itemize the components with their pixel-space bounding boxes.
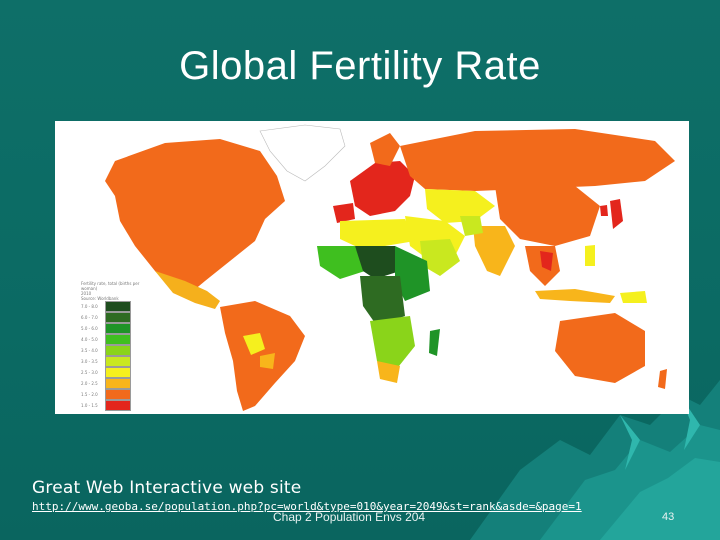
legend-item-label: 2.0 - 2.5 — [81, 381, 98, 386]
page-number: 43 — [662, 511, 675, 523]
legend-swatch — [105, 301, 131, 312]
central-africa-shape — [360, 276, 405, 326]
sahel-shape — [355, 246, 400, 279]
legend-item-label: 4.0 - 5.0 — [81, 337, 98, 342]
legend-item: 1.5 - 2.0 — [81, 389, 151, 400]
legend-item-label: 7.0 - 8.0 — [81, 304, 98, 309]
legend-swatch — [105, 367, 131, 378]
legend-header-line: Source: Worldbank — [81, 296, 119, 301]
central-asia-shape — [425, 189, 495, 223]
legend-item: 4.0 - 5.0 — [81, 334, 151, 345]
legend-item: 5.0 - 6.0 — [81, 323, 151, 334]
legend-item-label: 1.5 - 2.0 — [81, 392, 98, 397]
legend-swatch — [105, 323, 131, 334]
legend-item: 3.0 - 3.5 — [81, 356, 151, 367]
legend-item: 2.5 - 3.0 — [81, 367, 151, 378]
southern-africa-shape — [370, 316, 415, 371]
map-legend: Fertility rate, total (births per woman)… — [81, 281, 151, 411]
legend-item-label: 2.5 - 3.0 — [81, 370, 98, 375]
australia-shape — [555, 313, 645, 383]
legend-header: Fertility rate, total (births per woman)… — [81, 281, 151, 301]
legend-item-label: 3.0 - 3.5 — [81, 359, 98, 364]
legend-swatch — [105, 312, 131, 323]
legend-swatch — [105, 378, 131, 389]
legend-item: 6.0 - 7.0 — [81, 312, 151, 323]
russia-shape — [400, 129, 675, 191]
europe-shape — [350, 161, 415, 216]
china-shape — [495, 186, 600, 246]
central-america-shape — [155, 271, 220, 309]
caption-text: Great Web Interactive web site — [32, 478, 302, 498]
arabia-shape — [420, 239, 460, 276]
west-africa-shape — [317, 246, 365, 279]
pakistan-shape — [460, 216, 483, 236]
madagascar-shape — [429, 329, 440, 356]
new-zealand-shape — [658, 369, 667, 389]
indonesia-shape — [535, 289, 615, 303]
slide-title: Global Fertility Rate — [179, 44, 541, 88]
bolivia-shape — [243, 333, 265, 355]
legend-item-label: 6.0 - 7.0 — [81, 315, 98, 320]
world-map-graphic — [55, 121, 689, 414]
footer-text: Chap 2 Population Envs 204 — [273, 510, 426, 524]
east-africa-shape — [395, 246, 430, 301]
legend-swatch — [105, 389, 131, 400]
legend-item: 3.5 - 4.0 — [81, 345, 151, 356]
legend-swatch — [105, 356, 131, 367]
legend-swatch — [105, 334, 131, 345]
legend-item-label: 3.5 - 4.0 — [81, 348, 98, 353]
thailand-shape — [540, 251, 553, 271]
legend-item: 1.0 - 1.5 — [81, 400, 151, 411]
geoba-link[interactable]: http://www.geoba.se/population.php?pc=wo… — [32, 500, 582, 513]
north-africa-shape — [340, 219, 415, 246]
legend-header-line: Fertility rate, total (births per woman) — [81, 281, 140, 291]
legend-item: 7.0 - 8.0 — [81, 301, 151, 312]
fertility-map: Fertility rate, total (births per woman)… — [55, 121, 689, 414]
legend-header-line: 2010 — [81, 291, 92, 296]
india-shape — [473, 226, 515, 276]
philippines-shape — [585, 245, 595, 266]
south-africa-shape — [377, 361, 400, 383]
japan-shape — [610, 199, 623, 229]
korea-shape — [600, 205, 608, 216]
scandinavia-shape — [370, 133, 400, 166]
iberia-shape — [333, 203, 355, 223]
greenland-shape — [259, 124, 346, 182]
legend-item-label: 5.0 - 6.0 — [81, 326, 98, 331]
legend-swatch — [105, 400, 131, 411]
north-america-shape — [105, 139, 285, 296]
legend-swatch — [105, 345, 131, 356]
legend-item-label: 1.0 - 1.5 — [81, 403, 98, 408]
paraguay-shape — [260, 353, 275, 369]
legend-rows: 7.0 - 8.0 6.0 - 7.0 5.0 - 6.0 4.0 - 5.0 3.5 … — [81, 301, 151, 411]
legend-item: 2.0 - 2.5 — [81, 378, 151, 389]
png-shape — [620, 291, 647, 303]
